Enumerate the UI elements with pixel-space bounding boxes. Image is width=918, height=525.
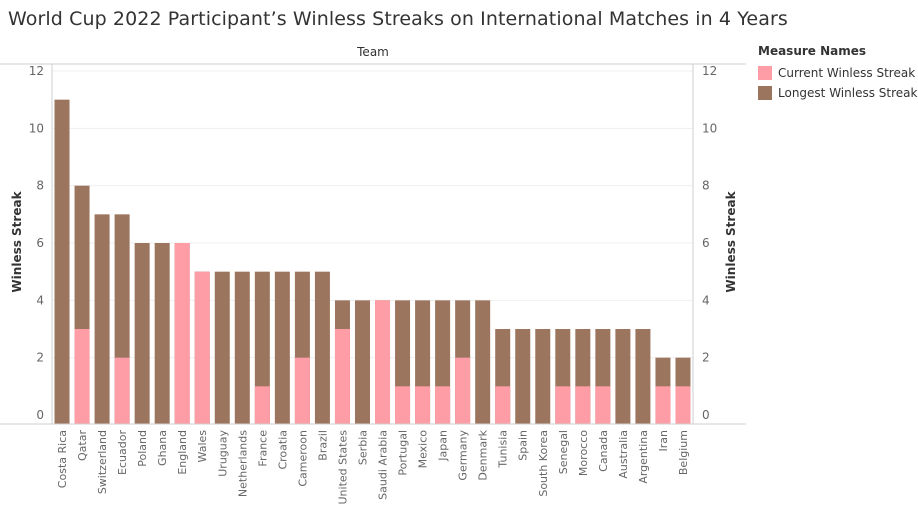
chart-title: World Cup 2022 Participant’s Winless Str…	[8, 8, 788, 30]
x-tick-label: Cameroon	[296, 430, 309, 487]
bar-current	[74, 329, 90, 424]
y-axis-label-right: Winless Streak	[724, 190, 738, 292]
y-tick-label-right: 12	[702, 64, 717, 78]
y-tick-label-left: 4	[36, 293, 44, 307]
x-tick-label: Denmark	[477, 429, 490, 480]
x-tick-label: Ecuador	[116, 430, 129, 475]
y-axis-label-left: Winless Streak	[10, 190, 24, 292]
y-tick-label-left: 0	[36, 408, 44, 422]
legend: Measure Names Current Winless Streak Lon…	[758, 44, 917, 103]
y-tick-label-left: 6	[36, 236, 44, 250]
bar-longest	[615, 329, 631, 424]
bar-current	[375, 300, 391, 424]
x-tick-label: Ghana	[156, 430, 169, 466]
bar-longest	[214, 271, 230, 424]
bar-longest	[314, 271, 330, 424]
bar-current	[254, 386, 270, 424]
legend-swatch-current	[758, 66, 772, 80]
x-tick-label: Saudi Arabia	[377, 430, 390, 500]
x-tick-label: United States	[336, 430, 349, 505]
legend-swatch-longest	[758, 86, 772, 100]
x-tick-label: Belgium	[677, 430, 690, 475]
bar-current	[435, 386, 451, 424]
bar-current	[194, 271, 210, 424]
x-tick-label: Serbia	[356, 430, 369, 465]
bar-current	[595, 386, 611, 424]
legend-item-current[interactable]: Current Winless Streak	[758, 63, 917, 83]
x-tick-label: England	[176, 430, 189, 475]
bar-longest	[154, 243, 170, 424]
x-tick-label: Germany	[457, 430, 470, 481]
x-tick-label: Argentina	[637, 430, 650, 484]
bar-longest	[54, 99, 70, 425]
y-tick-label-right: 6	[702, 236, 710, 250]
x-tick-label: Mexico	[417, 430, 430, 469]
bar-longest	[134, 243, 150, 424]
column-header: Team	[356, 45, 389, 59]
y-tick-label-left: 2	[36, 351, 44, 365]
bar-current	[455, 357, 471, 424]
x-tick-label: Japan	[437, 430, 450, 462]
x-tick-label: Iran	[657, 430, 670, 452]
bar-current	[495, 386, 511, 424]
x-tick-label: Croatia	[276, 430, 289, 470]
x-tick-label: Poland	[136, 430, 149, 467]
bar-longest	[94, 214, 110, 424]
legend-label-longest: Longest Winless Streak	[778, 86, 918, 100]
x-tick-label: Canada	[597, 430, 610, 472]
legend-label-current: Current Winless Streak	[778, 66, 916, 80]
x-tick-label: Senegal	[557, 430, 570, 474]
y-tick-label-right: 10	[702, 121, 717, 135]
x-tick-label: South Korea	[537, 430, 550, 497]
bar-longest	[354, 300, 370, 424]
x-tick-label: Morocco	[577, 430, 590, 476]
y-tick-label-right: 0	[702, 408, 710, 422]
bar-longest	[254, 271, 270, 424]
bar-current	[415, 386, 431, 424]
bar-longest	[274, 271, 290, 424]
y-tick-label-right: 8	[702, 179, 710, 193]
axes: 0 0 2 2 4 4 6 6 8 8 10 10 12 12 Costa Rica Qatar Switzer…	[0, 63, 746, 505]
legend-item-longest[interactable]: Longest Winless Streak	[758, 83, 917, 103]
bar-longest	[234, 271, 250, 424]
x-tick-label: Qatar	[76, 430, 89, 461]
x-tick-label: Costa Rica	[56, 430, 69, 488]
bar-longest	[635, 329, 651, 424]
x-tick-label: Australia	[617, 430, 630, 479]
y-tick-label-left: 10	[29, 121, 44, 135]
x-tick-label: Brazil	[316, 430, 329, 461]
x-tick-label: Spain	[517, 430, 530, 461]
y-tick-label-right: 2	[702, 351, 710, 365]
bar-current	[294, 357, 310, 424]
y-tick-label-right: 4	[702, 293, 710, 307]
bar-current	[555, 386, 571, 424]
bar-current	[334, 329, 350, 424]
x-tick-label: Uruguay	[216, 430, 229, 477]
x-tick-label: Switzerland	[96, 430, 109, 494]
bar-longest	[475, 300, 491, 424]
x-tick-label: Wales	[196, 430, 209, 463]
bar-current	[675, 386, 691, 424]
x-tick-label: Netherlands	[236, 430, 249, 497]
bar-current	[575, 386, 591, 424]
x-tick-label: Portugal	[397, 430, 410, 476]
bar-current	[395, 386, 411, 424]
bar-current	[114, 357, 130, 424]
x-tick-label: France	[256, 430, 269, 467]
bar-longest	[535, 329, 551, 424]
y-tick-label-left: 12	[29, 64, 44, 78]
legend-title: Measure Names	[758, 44, 867, 58]
y-tick-label-left: 8	[36, 179, 44, 193]
bars	[54, 99, 691, 425]
bar-current	[655, 386, 671, 424]
bar-current	[174, 243, 190, 424]
x-tick-label: Tunisia	[497, 430, 510, 469]
bar-longest	[515, 329, 531, 424]
